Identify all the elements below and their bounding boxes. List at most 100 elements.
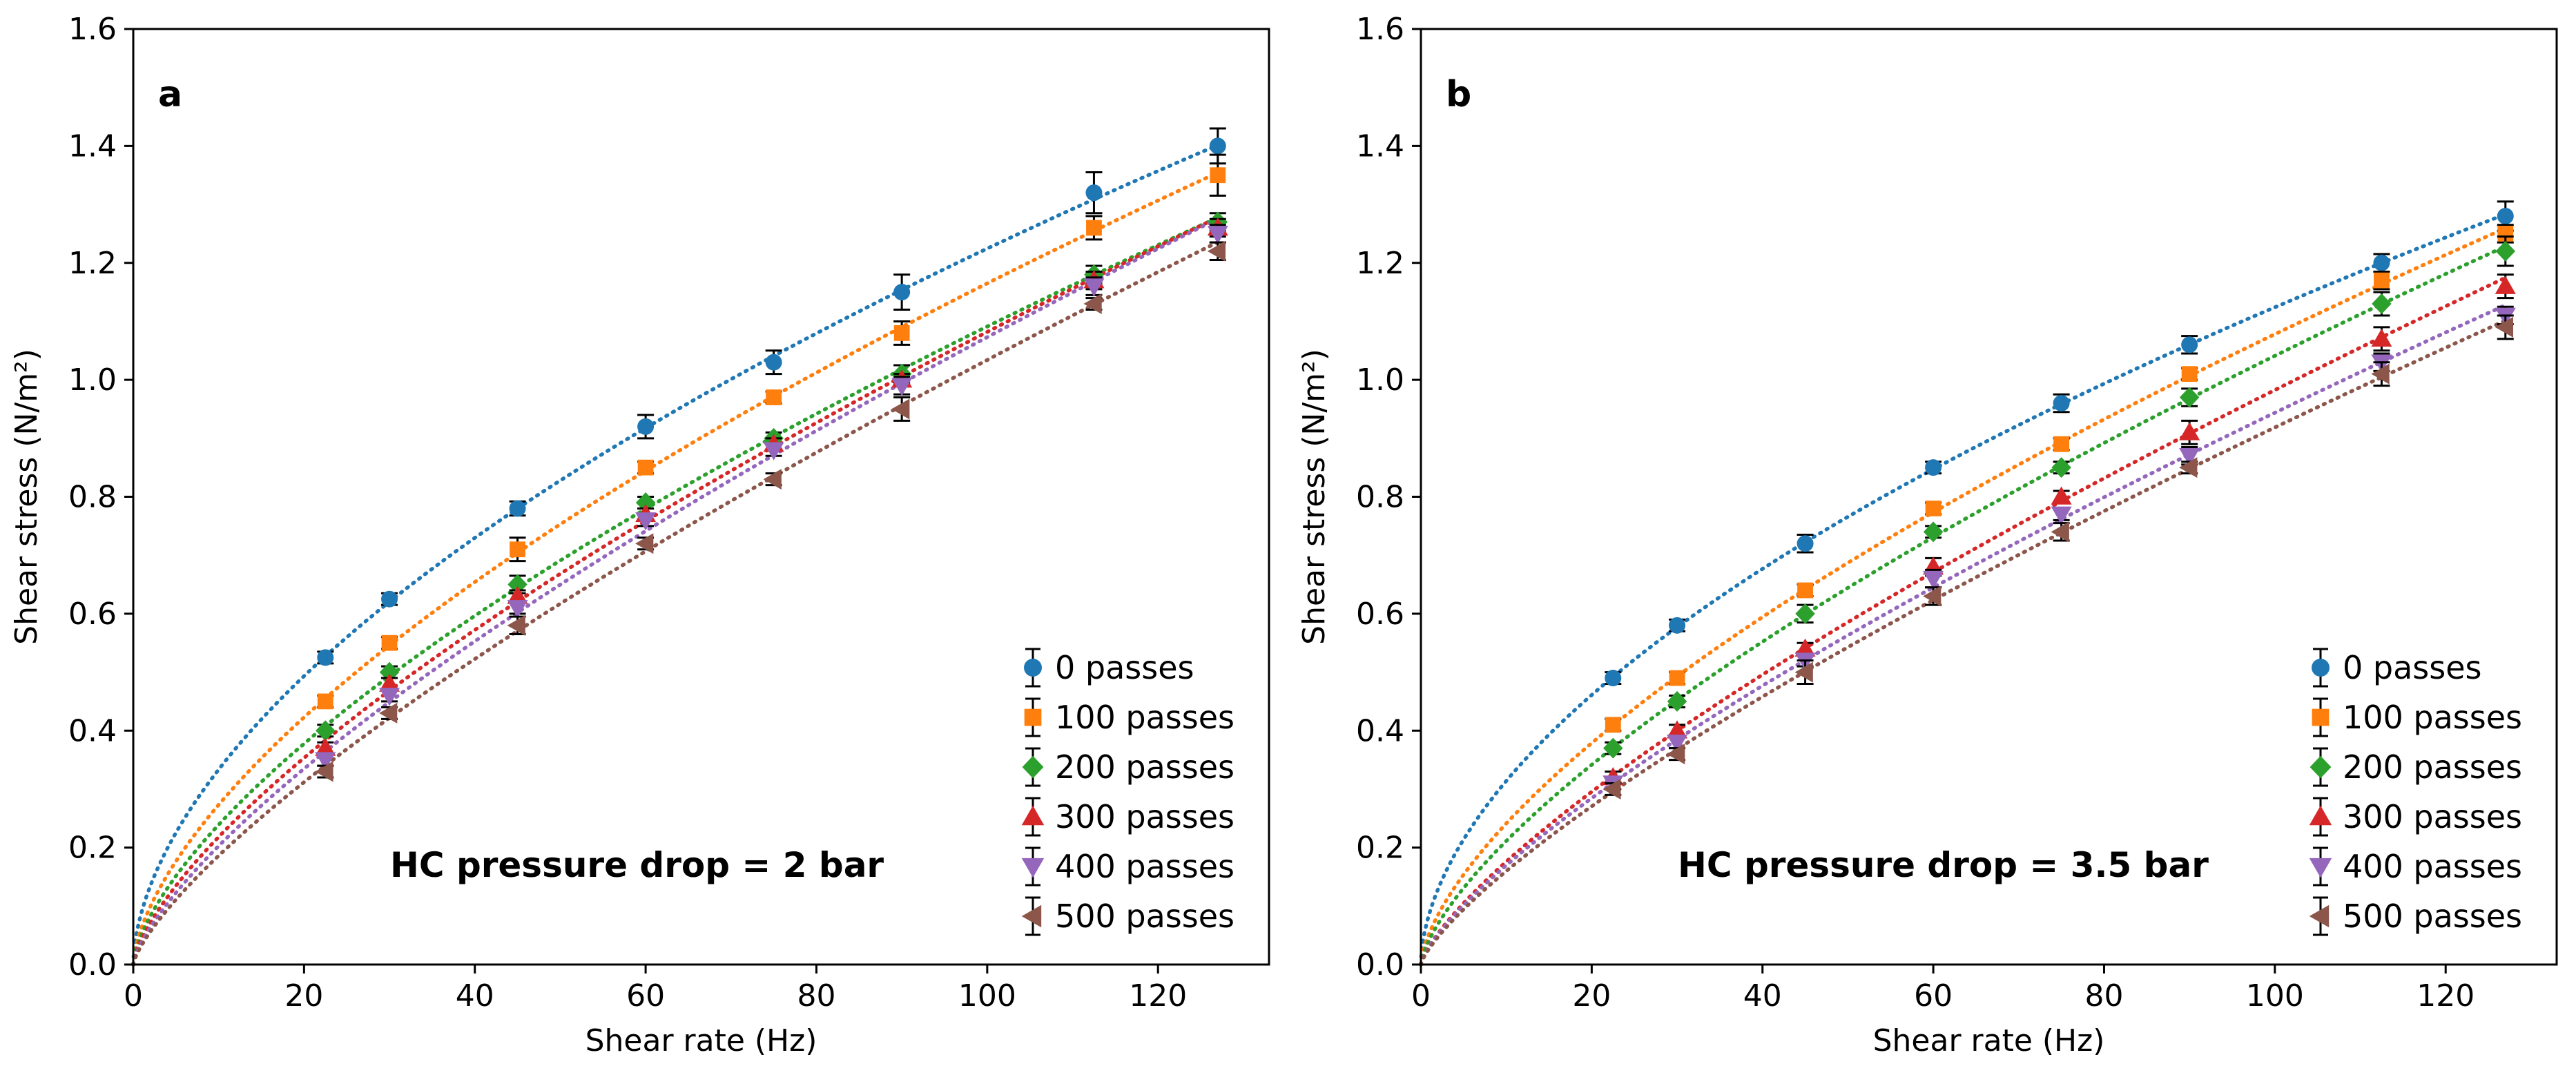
legend-marker <box>2309 858 2332 878</box>
y-tick-label: 1.6 <box>68 12 117 47</box>
data-point <box>1925 501 1941 516</box>
x-axis-label: Shear rate (Hz) <box>1873 1023 2105 1058</box>
data-point <box>1083 293 1102 315</box>
legend: 0 passes 100 passes 200 passes 300 passes 40… <box>1021 648 1234 936</box>
data-point <box>317 649 334 666</box>
data-point <box>2051 506 2072 525</box>
x-tick-label: 60 <box>626 978 665 1014</box>
data-point <box>2372 293 2392 315</box>
legend-item-0-passes: 0 passes <box>1024 648 1194 688</box>
data-point <box>2179 387 2200 408</box>
legend-label: 0 passes <box>1055 649 1194 686</box>
data-point <box>315 737 336 756</box>
y-tick-label: 0.0 <box>1356 947 1404 982</box>
data-point <box>1923 585 1941 607</box>
y-tick-label: 1.4 <box>1356 128 1404 164</box>
legend-marker <box>1021 904 1042 928</box>
data-point <box>1667 720 1688 739</box>
y-tick-label: 1.4 <box>68 128 117 164</box>
fit-curve-300-passes <box>131 215 1220 967</box>
legend-label: 200 passes <box>1055 748 1234 786</box>
x-tick-label: 60 <box>1914 978 1953 1014</box>
data-point <box>1085 184 1103 202</box>
legend-item-400-passes: 400 passes <box>1021 846 1234 887</box>
x-tick-label: 40 <box>1743 978 1782 1014</box>
data-point <box>2495 240 2516 262</box>
x-tick-label: 80 <box>2084 978 2123 1014</box>
legend-marker <box>1024 708 1042 726</box>
data-point <box>635 533 654 554</box>
x-tick-label: 100 <box>2246 978 2304 1014</box>
data-point <box>510 541 525 558</box>
data-point <box>1794 661 1813 683</box>
data-point <box>379 688 400 706</box>
legend-label: 100 passes <box>1055 699 1234 736</box>
data-point <box>379 702 398 724</box>
legend-label: 500 passes <box>1055 898 1234 935</box>
y-tick-label: 1.2 <box>68 246 117 281</box>
data-point <box>2053 436 2070 452</box>
panel-b: 0 20 40 60 80 100 120 0.0 0.2 0.4 0.6 0.8 1.0 1.2 1.4 1… <box>1297 12 2558 1058</box>
legend-label: 100 passes <box>2343 699 2522 736</box>
panel-a: 0 20 40 60 80 100 120 0.0 0.2 0.4 0.6 0.8 1.0 1.2 1.4 1… <box>9 12 1270 1058</box>
y-tick-label: 0.6 <box>68 597 117 632</box>
data-point <box>891 378 913 396</box>
data-point <box>1602 778 1621 800</box>
data-point <box>2053 395 2070 411</box>
y-tick-label: 0.0 <box>68 947 117 982</box>
fit-curve-100-passes <box>131 171 1220 967</box>
legend-item-400-passes: 400 passes <box>2309 846 2522 887</box>
legend: 0 passes 100 passes 200 passes 300 passes 40… <box>2309 648 2522 936</box>
legend-item-500-passes: 500 passes <box>1021 896 1234 936</box>
y-tick-label: 0.2 <box>1356 831 1404 866</box>
x-tick-label: 20 <box>284 978 323 1014</box>
legend-marker <box>1022 755 1044 779</box>
data-point <box>1667 744 1685 765</box>
data-point <box>637 459 654 476</box>
legend-label: 500 passes <box>2343 898 2522 935</box>
data-point <box>509 500 526 517</box>
legend-marker <box>1021 858 1045 878</box>
data-point <box>635 512 657 531</box>
legend-label: 300 passes <box>1055 798 1234 835</box>
data-point <box>2181 366 2198 382</box>
data-point <box>381 590 398 608</box>
data-point <box>766 389 782 405</box>
fit-curve-200-passes <box>131 215 1220 967</box>
data-point <box>1603 737 1623 759</box>
data-point <box>507 600 528 619</box>
data-point <box>315 761 333 782</box>
legend-label: 0 passes <box>2343 649 2481 686</box>
data-point <box>379 673 400 692</box>
panel-letter: b <box>1446 74 1471 115</box>
data-point <box>2374 272 2390 289</box>
data-point <box>1669 670 1685 686</box>
data-point <box>2179 422 2200 440</box>
data-point <box>1923 570 1944 590</box>
legend-marker <box>2312 659 2330 677</box>
y-tick-label: 1.2 <box>1356 246 1404 281</box>
data-point <box>763 442 784 461</box>
data-point <box>2495 275 2516 294</box>
data-point <box>1086 220 1102 236</box>
legend-item-300-passes: 300 passes <box>1021 797 1234 837</box>
series-100-passes <box>317 153 1226 710</box>
data-point <box>1207 226 1228 244</box>
legend-item-300-passes: 300 passes <box>2309 797 2522 837</box>
y-tick-label: 0.2 <box>68 831 117 866</box>
y-tick-label: 0.8 <box>68 480 117 515</box>
panel-letter: a <box>158 74 182 115</box>
legend-item-0-passes: 0 passes <box>2312 648 2481 688</box>
legend-item-500-passes: 500 passes <box>2309 896 2522 936</box>
y-tick-label: 1.0 <box>1356 362 1404 398</box>
legend-marker <box>2309 904 2330 928</box>
legend-marker <box>2309 755 2332 779</box>
series-300-passes <box>1602 273 2516 786</box>
y-axis-label: Shear stress (N/m²) <box>9 349 44 645</box>
fit-curve-0-passes <box>131 143 1220 967</box>
data-point <box>507 585 528 604</box>
fit-curve-100-passes <box>1419 226 2508 967</box>
data-point <box>2181 336 2198 354</box>
x-axis-label: Shear rate (Hz) <box>585 1023 817 1058</box>
